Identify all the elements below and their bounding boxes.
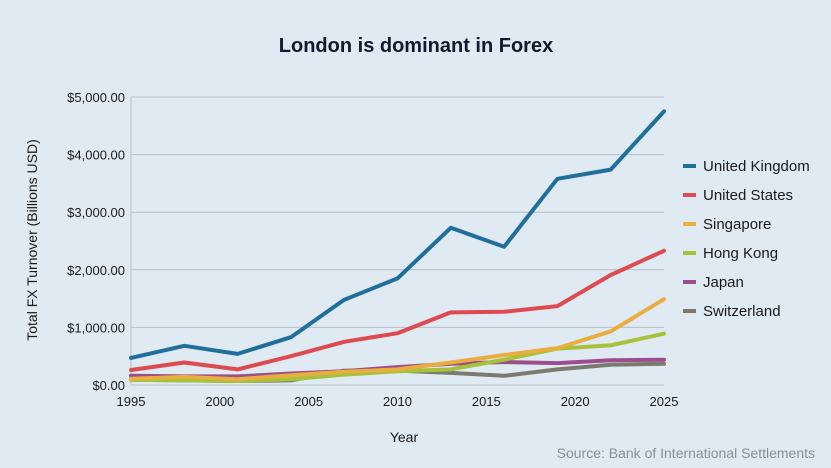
y-axis-label: Total FX Turnover (Billions USD) [24,139,40,341]
series-lines [129,109,666,383]
y-tick-label: $4,000.00 [67,148,125,163]
chart-title: London is dominant in Forex [279,35,553,57]
x-tick-label: 2025 [650,394,679,409]
legend-label: Hong Kong [703,245,778,262]
x-axis-label: Year [390,429,419,445]
legend-label: United States [703,187,793,204]
x-tick-label: 2010 [383,394,412,409]
x-tick-label: 1995 [117,394,146,409]
x-tick-label: 2005 [294,394,323,409]
y-tick-label: $3,000.00 [67,205,125,220]
legend-label: Switzerland [703,303,781,320]
legend: United Kingdom United States Singapore Hong… [683,158,810,320]
legend-label: Japan [703,274,744,291]
series-line-united-states [129,248,666,372]
x-axis-ticks: 1995 2000 2005 2010 2015 2020 2025 [117,394,679,409]
y-axis-ticks: $0.00 $1,000.00 $2,000.00 $3,000.00 $4,000.0… [67,90,125,393]
x-tick-label: 2020 [561,394,590,409]
y-tick-label: $5,000.00 [67,90,125,105]
y-tick-label: $0.00 [92,378,125,393]
legend-label: Singapore [703,216,771,233]
series-line-singapore [129,297,666,382]
legend-label: United Kingdom [703,158,810,175]
y-tick-label: $1,000.00 [67,320,125,335]
y-tick-label: $2,000.00 [67,263,125,278]
x-tick-label: 2015 [472,394,501,409]
series-line-united-kingdom [129,109,666,360]
series-line-japan [129,357,666,379]
gridlines [130,96,664,386]
source-note: Source: Bank of International Settlement… [557,445,815,461]
x-tick-label: 2000 [205,394,234,409]
